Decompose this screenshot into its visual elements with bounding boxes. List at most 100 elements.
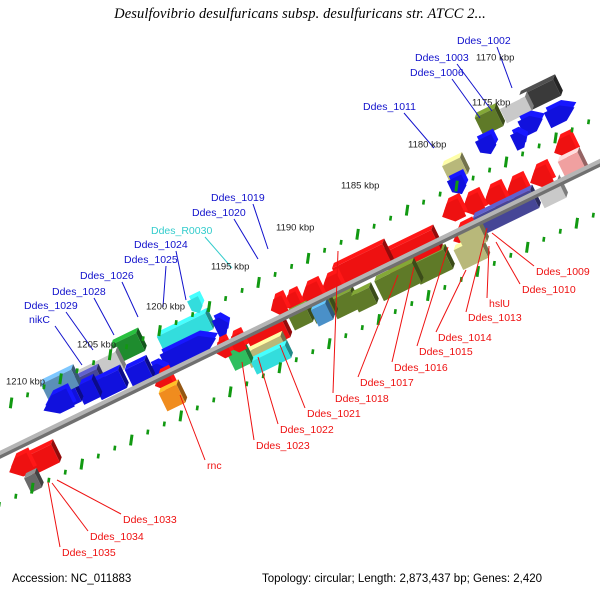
leader-line xyxy=(435,269,467,333)
feature-1031[interactable] xyxy=(265,290,293,319)
feature-side-bevel xyxy=(525,91,534,112)
feature-1058[interactable] xyxy=(3,447,39,481)
tick-mark xyxy=(124,344,129,350)
gene-label-ddes_1024[interactable]: Ddes_1024 xyxy=(134,239,188,251)
gene-label-ddes_1002[interactable]: Ddes_1002 xyxy=(457,35,511,47)
feature-1056[interactable] xyxy=(157,379,189,412)
feature-body[interactable] xyxy=(526,164,555,192)
feature-body[interactable] xyxy=(499,96,533,124)
feature-1002[interactable] xyxy=(498,91,536,124)
feature-body[interactable] xyxy=(226,345,252,371)
feature-side-bevel xyxy=(412,257,424,283)
feature-body[interactable] xyxy=(374,262,422,302)
gene-label-ddes_1010[interactable]: Ddes_1010 xyxy=(522,284,576,296)
gene-label-ddes_1035[interactable]: Ddes_1035 xyxy=(62,547,116,559)
feature-1043[interactable] xyxy=(210,309,236,338)
leader-line-layer xyxy=(47,46,535,548)
feature-1044[interactable] xyxy=(185,290,208,316)
gene-label-ddes_1034[interactable]: Ddes_1034 xyxy=(90,531,144,543)
tick-mark xyxy=(410,300,414,307)
leader-line xyxy=(204,236,233,269)
gene-label-ddes_1016[interactable]: Ddes_1016 xyxy=(394,362,448,374)
feature-1027[interactable] xyxy=(295,275,329,309)
gene-label-rnc[interactable]: rnc xyxy=(207,460,222,472)
feature-1005[interactable] xyxy=(508,124,533,151)
feature-side-bevel xyxy=(577,146,589,171)
feature-body[interactable] xyxy=(40,369,80,401)
feature-1007[interactable] xyxy=(473,128,502,158)
gene-label-ddes_1011[interactable]: Ddes_1011 xyxy=(363,101,416,113)
feature-body[interactable] xyxy=(509,129,530,151)
feature-body[interactable] xyxy=(39,388,75,419)
gene-label-ddes_1014[interactable]: Ddes_1014 xyxy=(438,332,492,344)
feature-1034[interactable] xyxy=(349,282,380,313)
leader-line xyxy=(416,246,449,347)
feature-body[interactable] xyxy=(543,100,578,129)
gene-label-ddes_1019[interactable]: Ddes_1019 xyxy=(211,192,265,204)
gene-label-ddes_1033[interactable]: Ddes_1033 xyxy=(123,514,177,526)
gene-label-ddes_1018[interactable]: Ddes_1018 xyxy=(335,393,389,405)
feature-1024[interactable] xyxy=(330,238,395,289)
tick-mark xyxy=(339,239,343,245)
feature-body[interactable] xyxy=(438,198,467,226)
feature-1042[interactable] xyxy=(158,324,224,373)
sequence-axis[interactable] xyxy=(0,156,600,460)
feature-1016[interactable] xyxy=(456,186,490,220)
feature-1053[interactable] xyxy=(39,364,83,401)
feature-body[interactable] xyxy=(474,133,499,158)
feature-1018[interactable] xyxy=(436,192,470,226)
feature-top-bevel xyxy=(499,91,527,109)
feature-body[interactable] xyxy=(156,313,214,353)
gene-label-ddes_1009[interactable]: Ddes_1009 xyxy=(536,266,590,278)
feature-1013[interactable] xyxy=(524,158,558,192)
tick-mark xyxy=(96,453,100,459)
feature-1006[interactable] xyxy=(473,102,507,136)
feature-top-bevel xyxy=(75,373,94,387)
gene-label-layer[interactable]: Ddes_1002 Ddes_1003 Ddes_1006 Ddes_1011 Ddes… xyxy=(24,35,590,559)
gene-label-ddes_1017[interactable]: Ddes_1017 xyxy=(360,377,414,389)
feature-top-bevel xyxy=(111,327,139,346)
tick-mark xyxy=(178,410,184,422)
feature-body[interactable] xyxy=(351,287,377,313)
tick-mark xyxy=(294,357,298,363)
gene-label-hslu[interactable]: hslU xyxy=(489,298,510,310)
gene-label-ddes_r0030[interactable]: Ddes_R0030 xyxy=(151,225,212,237)
feature-1025[interactable] xyxy=(373,257,426,302)
feature-1054[interactable] xyxy=(37,383,78,419)
feature-1041[interactable] xyxy=(155,307,217,353)
feature-body[interactable] xyxy=(310,303,334,327)
gene-label-ddes_1013[interactable]: Ddes_1013 xyxy=(468,312,522,324)
feature-body[interactable] xyxy=(458,192,487,220)
feature-body[interactable] xyxy=(474,108,504,136)
gene-label-ddes_1026[interactable]: Ddes_1026 xyxy=(80,270,134,282)
gene-label-ddes_1028[interactable]: Ddes_1028 xyxy=(52,286,106,298)
gene-label-ddes_1021[interactable]: Ddes_1021 xyxy=(307,408,361,420)
gene-label-ddes_1025[interactable]: Ddes_1025 xyxy=(124,254,178,266)
gene-label-ddes_1029[interactable]: Ddes_1029 xyxy=(24,300,78,312)
feature-body[interactable] xyxy=(158,384,186,412)
axis-line[interactable] xyxy=(0,156,600,458)
gene-label-ddes_1023[interactable]: Ddes_1023 xyxy=(256,440,310,452)
gene-label-ddes_1006[interactable]: Ddes_1006 xyxy=(410,67,464,79)
feature-body[interactable] xyxy=(332,243,392,289)
feature-top-bevel xyxy=(244,330,283,354)
gene-label-nikc[interactable]: nikC xyxy=(29,314,50,326)
feature-side-bevel xyxy=(51,439,62,463)
feature-body[interactable] xyxy=(267,295,290,318)
tick-mark xyxy=(360,325,364,331)
feature-body[interactable] xyxy=(5,452,36,481)
ruler-tick-label: 1195 kbp xyxy=(211,262,249,273)
feature-1003[interactable] xyxy=(542,94,582,129)
feature-body[interactable] xyxy=(211,315,232,338)
feature-body[interactable] xyxy=(187,296,205,316)
tick-mark xyxy=(277,362,283,374)
gene-label-ddes_1020[interactable]: Ddes_1020 xyxy=(192,207,246,219)
gene-label-ddes_1003[interactable]: Ddes_1003 xyxy=(415,52,469,64)
gene-label-ddes_1022[interactable]: Ddes_1022 xyxy=(280,424,334,436)
leader-line xyxy=(257,356,279,425)
gene-label-ddes_1015[interactable]: Ddes_1015 xyxy=(419,346,473,358)
feature-body[interactable] xyxy=(453,237,489,271)
feature-body[interactable] xyxy=(159,329,221,373)
